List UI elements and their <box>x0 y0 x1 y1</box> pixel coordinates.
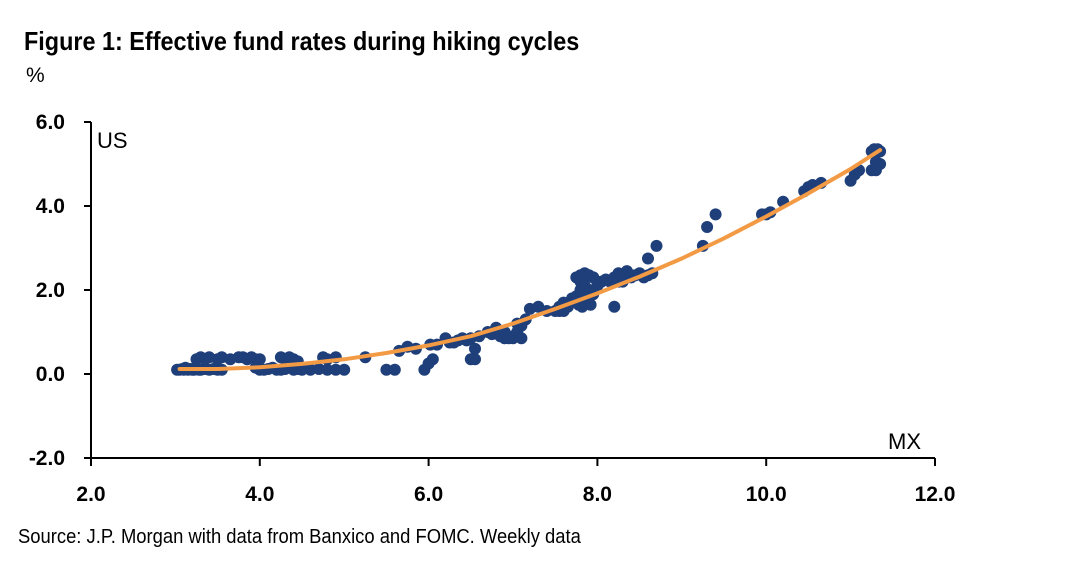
scatter-point <box>709 208 722 221</box>
scatter-point <box>426 353 439 366</box>
y-tick-label: 0.0 <box>36 363 65 386</box>
x-tick-label: 8.0 <box>583 483 612 506</box>
scatter-points <box>171 143 887 376</box>
y-tick-label: 4.0 <box>36 195 65 218</box>
scatter-point <box>329 363 342 376</box>
y-tick-label: 6.0 <box>36 111 65 134</box>
scatter-point <box>650 239 663 252</box>
scatter-point <box>388 363 401 376</box>
x-tick-label: 10.0 <box>746 483 787 506</box>
scatter-point <box>701 221 714 233</box>
trend-line <box>177 148 883 371</box>
y-axis-label: US <box>97 128 128 153</box>
scatter-point <box>869 164 882 177</box>
x-tick-label: 12.0 <box>915 483 956 506</box>
y-tick-label: 2.0 <box>36 279 65 302</box>
scatter-point <box>469 353 481 366</box>
scatter-point <box>584 298 597 311</box>
scatter-point <box>380 363 393 376</box>
scatter-point <box>608 300 621 313</box>
scatter-point <box>321 363 334 376</box>
x-tick-label: 4.0 <box>245 483 274 506</box>
x-axis-label: MX <box>888 429 921 454</box>
x-tick-label: 2.0 <box>76 483 105 506</box>
scatter-point <box>469 342 481 355</box>
y-tick-label: -2.0 <box>29 447 65 470</box>
source-note: Source: J.P. Morgan with data from Banxi… <box>18 526 581 548</box>
scatter-point <box>502 332 515 345</box>
trend-line-group <box>177 148 883 371</box>
x-tick-label: 6.0 <box>414 483 443 506</box>
scatter-point <box>338 363 351 376</box>
axes: -2.0 0.0 2.0 4.0 6.0 2.0 4.0 6.0 8.0 10.0 12.0 <box>29 111 956 506</box>
chart-title: Figure 1: Effective fund rates during hi… <box>24 26 580 56</box>
scatter-point <box>642 252 654 265</box>
scatter-point <box>515 332 528 345</box>
y-unit-label: % <box>26 64 45 87</box>
